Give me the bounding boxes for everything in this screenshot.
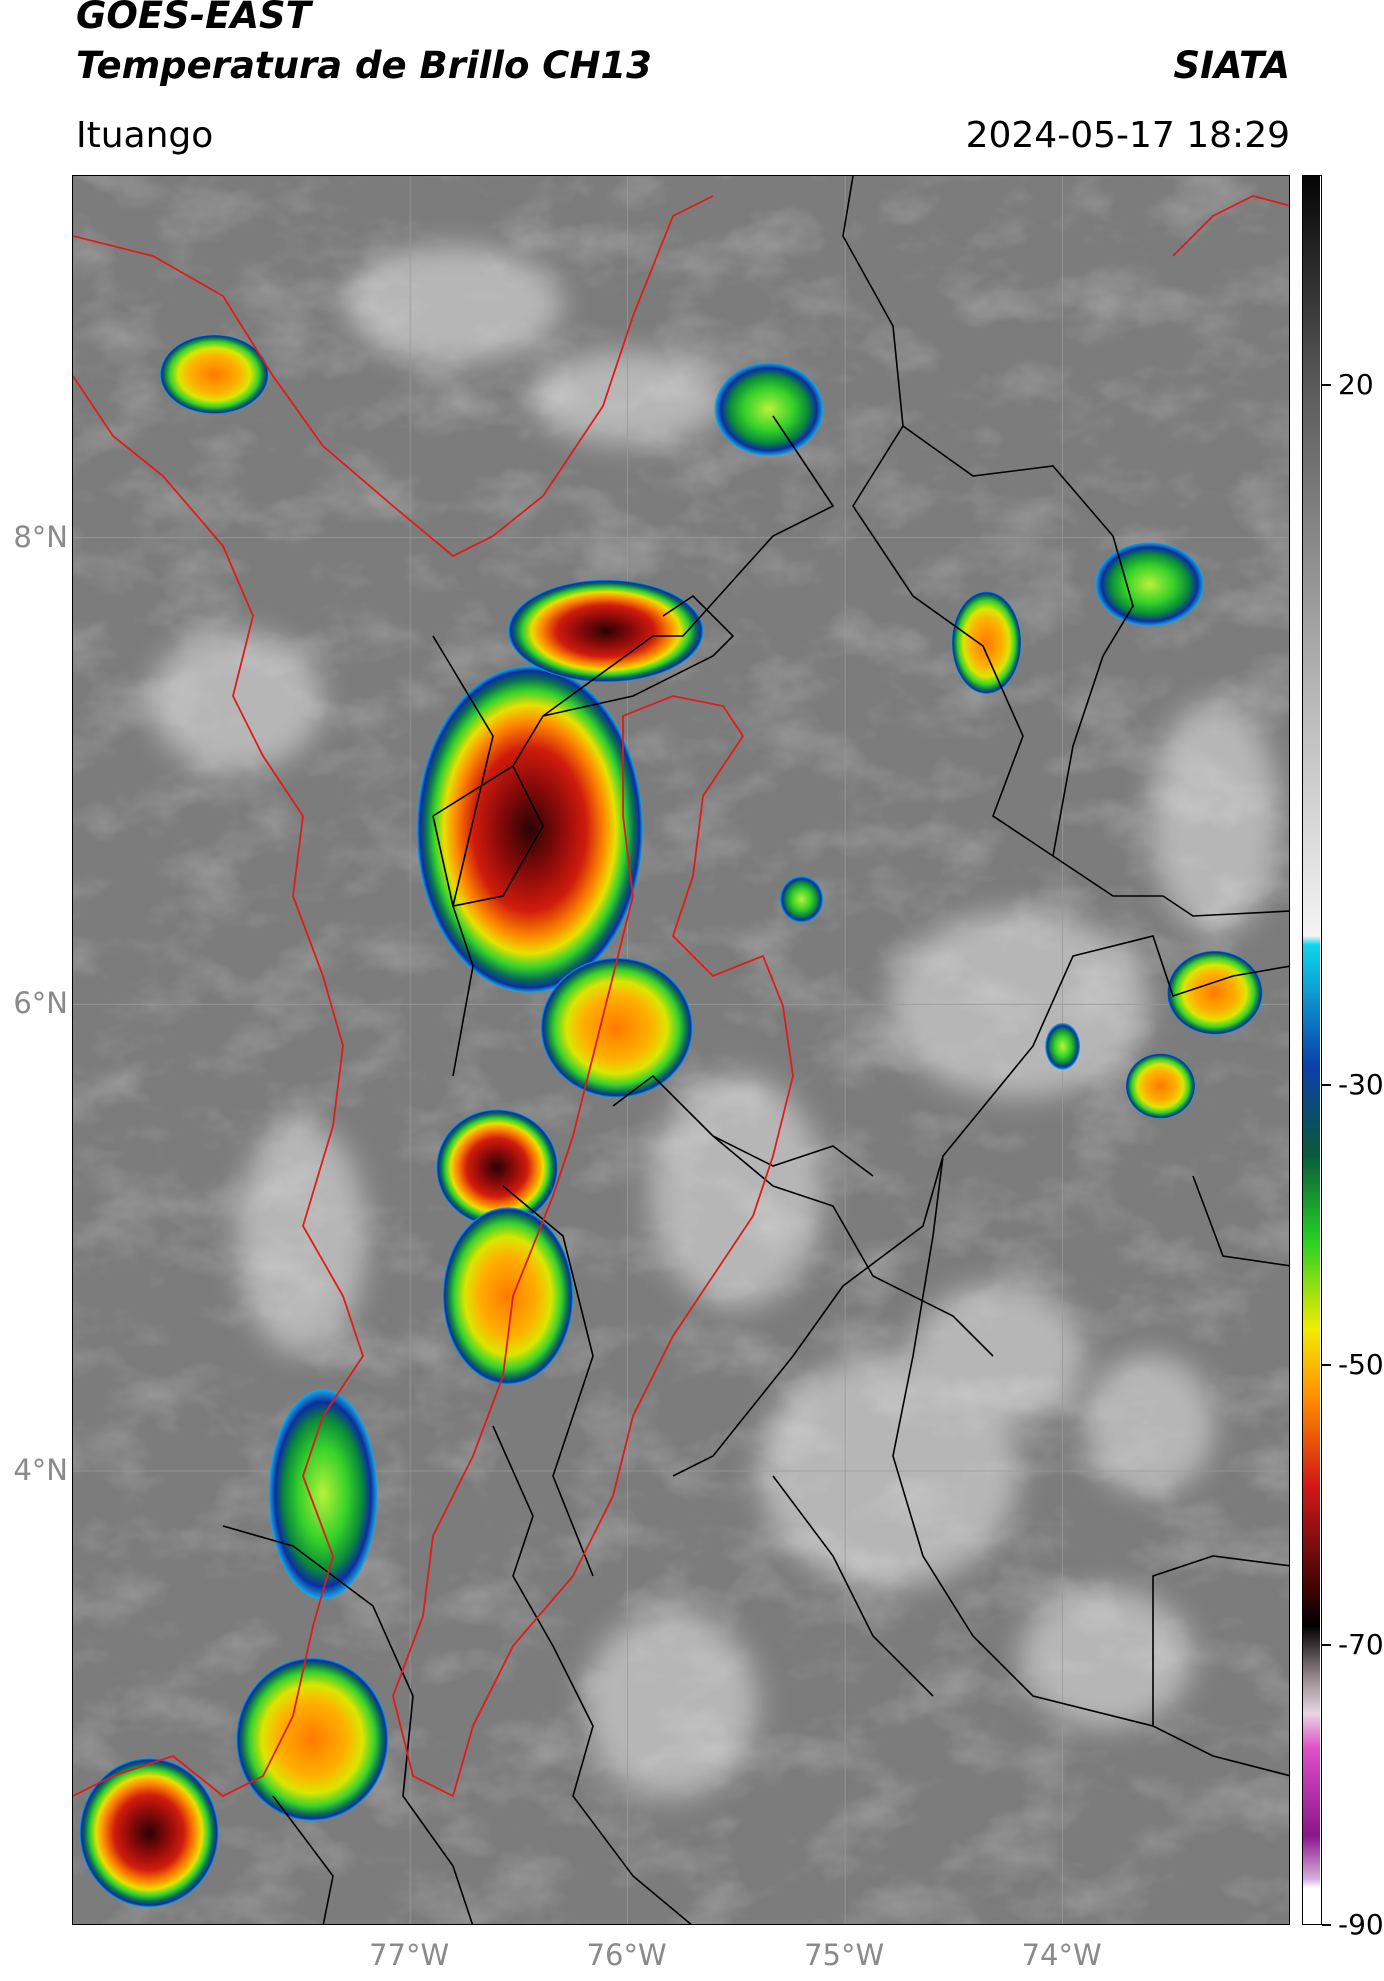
colorbar-tick: [1322, 384, 1331, 386]
cloud-cell: [714, 362, 824, 456]
border-line: [272, 1795, 334, 1924]
cloud-cell: [160, 334, 269, 414]
location-label: Ituango: [76, 115, 214, 156]
border-line: [542, 594, 735, 717]
border-line: [672, 935, 1289, 1477]
colorbar-gradient: [1303, 176, 1320, 1923]
highlight-line: [73, 195, 714, 558]
highlight-line: [392, 695, 794, 1798]
latitude-label: 8°N: [13, 519, 68, 554]
highlight-line: [1172, 195, 1289, 257]
datetime-label: 2024-05-17 18:29: [965, 115, 1290, 156]
colorbar-tick: [1322, 1364, 1331, 1366]
colorbar-tick: [1322, 1644, 1331, 1646]
cloud-cell: [1167, 950, 1263, 1035]
border-line: [1152, 1555, 1289, 1726]
border-line: [902, 425, 1134, 857]
colorbar-tick: [1322, 1924, 1331, 1926]
border-line: [432, 765, 544, 907]
colorbar-label: -30: [1338, 1068, 1384, 1101]
colorbar-tick: [1322, 1084, 1331, 1086]
border-line: [1192, 1175, 1289, 1267]
colorbar-label: -50: [1338, 1348, 1384, 1381]
border-line: [612, 1074, 994, 1357]
cloud-cell: [508, 579, 704, 683]
latitude-label: 4°N: [13, 1453, 68, 1487]
highlight-line: [73, 375, 364, 1798]
cloud-cell: [779, 876, 824, 923]
cloud-cell: [951, 591, 1022, 694]
border-line: [712, 1135, 874, 1177]
colorbar: [1302, 175, 1322, 1925]
cloud-cell: [79, 1758, 219, 1908]
border-line: [772, 1475, 934, 1697]
cloud-cell: [1095, 542, 1204, 627]
border-line: [842, 176, 1289, 917]
colorbar-label: -90: [1338, 1908, 1384, 1941]
cloud-cell: [436, 1109, 559, 1226]
border-line: [222, 1525, 474, 1924]
longitude-label: 74°W: [1021, 1938, 1102, 1972]
border-line: [892, 1155, 1289, 1777]
border-line: [432, 415, 835, 817]
satellite-map[interactable]: [72, 175, 1290, 1925]
map-canvas: [73, 176, 1289, 1924]
highlight-borders: [73, 195, 1289, 1798]
cloud-cell: [1125, 1053, 1196, 1119]
cloud-cell: [1045, 1023, 1081, 1070]
product-title: Temperatura de Brillo CH13: [76, 44, 652, 87]
cloud-cell: [540, 957, 693, 1098]
border-line: [432, 635, 494, 1077]
admin-borders: [222, 176, 1289, 1924]
cloud-cell: [236, 1657, 389, 1822]
agency-label: SIATA: [1173, 44, 1290, 87]
longitude-label: 76°W: [586, 1938, 667, 1972]
cloud-cell: [268, 1389, 378, 1600]
latitude-label: 6°N: [13, 986, 68, 1021]
border-line: [492, 1425, 692, 1924]
colorbar-label: 20: [1338, 368, 1374, 401]
cloud-cell: [442, 1207, 574, 1385]
longitude-label: 75°W: [804, 1938, 885, 1972]
colorbar-label: -70: [1338, 1628, 1384, 1661]
cloud-cell: [416, 666, 643, 993]
longitude-label: 77°W: [369, 1938, 450, 1972]
convective-cells: [79, 334, 1263, 1908]
satellite-title: GOES-EAST: [76, 0, 311, 37]
